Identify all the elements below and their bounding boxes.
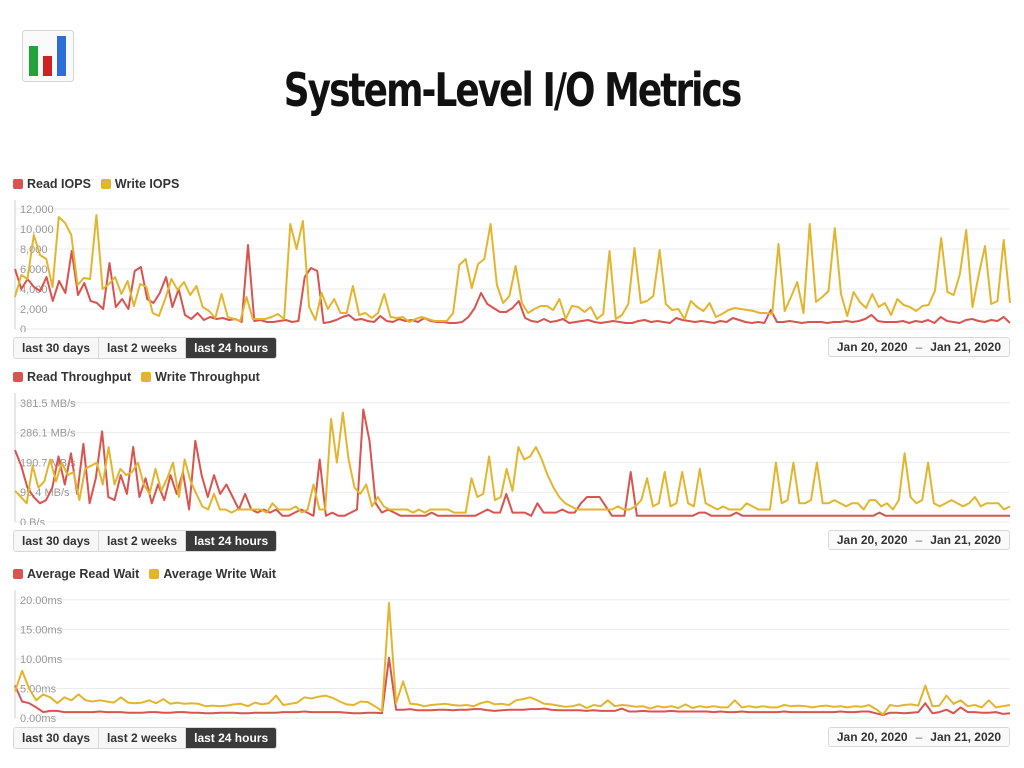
date-from[interactable]: Jan 20, 2020 [836, 340, 908, 354]
range-buttons-throughput: last 30 days last 2 weeks last 24 hours [13, 530, 278, 552]
legend-wait: Average Read Wait Average Write Wait [13, 567, 286, 581]
last-2-weeks-button[interactable]: last 2 weeks [99, 338, 187, 358]
legend-label: Write IOPS [114, 177, 180, 191]
series-line-write-iops[interactable] [14, 214, 1011, 323]
date-separator: – [915, 533, 923, 547]
legend-throughput: Read Throughput Write Throughput [13, 370, 270, 384]
y-tick-label: 20.00ms [20, 595, 63, 607]
legend-item-write-wait[interactable]: Average Write Wait [149, 567, 276, 581]
write-swatch [149, 569, 160, 579]
legend-label: Average Read Wait [27, 567, 140, 581]
range-buttons-iops: last 30 days last 2 weeks last 24 hours [13, 337, 278, 359]
y-tick-label: 4,000 [20, 284, 48, 296]
series-line-average-write-wait[interactable] [14, 601, 1011, 716]
date-range-wait[interactable]: Jan 20, 2020 – Jan 21, 2020 [827, 727, 1010, 747]
date-separator: – [915, 340, 923, 354]
read-swatch [13, 569, 23, 579]
legend-label: Average Write Wait [163, 567, 277, 581]
last-30-days-button[interactable]: last 30 days [14, 728, 100, 748]
y-tick-label: 5.00ms [20, 683, 57, 695]
y-tick-label: 6,000 [20, 264, 48, 276]
read-swatch [13, 179, 23, 189]
y-tick-label: 0.00ms [20, 713, 57, 722]
legend-item-read-iops[interactable]: Read IOPS [13, 177, 91, 191]
date-separator: – [915, 730, 923, 744]
logo-bar-green [29, 46, 38, 76]
logo-bar-red [43, 56, 52, 76]
y-tick-label: 10,000 [20, 224, 54, 236]
date-from[interactable]: Jan 20, 2020 [836, 730, 908, 744]
logo-bar-blue [57, 36, 66, 76]
legend-label: Read IOPS [27, 177, 91, 191]
legend-item-write-throughput[interactable]: Write Throughput [141, 370, 260, 384]
series-line-average-read-wait[interactable] [14, 656, 1011, 716]
read-swatch [13, 372, 23, 382]
y-tick-label: 12,000 [20, 204, 54, 216]
y-tick-label: 381.5 MB/s [20, 398, 76, 410]
date-to[interactable]: Jan 21, 2020 [930, 730, 1001, 744]
y-tick-label: 2,000 [20, 304, 48, 316]
last-24-hours-button[interactable]: last 24 hours [186, 338, 277, 358]
legend-item-write-iops[interactable]: Write IOPS [100, 177, 180, 191]
y-tick-label: 10.00ms [20, 654, 63, 666]
date-to[interactable]: Jan 21, 2020 [930, 533, 1001, 547]
last-24-hours-button[interactable]: last 24 hours [186, 728, 277, 748]
legend-item-read-throughput[interactable]: Read Throughput [13, 370, 131, 384]
last-30-days-button[interactable]: last 30 days [14, 338, 100, 358]
last-2-weeks-button[interactable]: last 2 weeks [99, 531, 187, 551]
app-logo-icon [22, 30, 74, 82]
y-tick-label: 8,000 [20, 244, 48, 256]
legend-iops: Read IOPS Write IOPS [13, 177, 189, 191]
date-from[interactable]: Jan 20, 2020 [836, 533, 908, 547]
date-range-throughput[interactable]: Jan 20, 2020 – Jan 21, 2020 [827, 530, 1010, 550]
chart-wait: 0.00ms 5.00ms 10.00ms 15.00ms 20.00ms [14, 590, 1011, 722]
legend-item-read-wait[interactable]: Average Read Wait [13, 567, 139, 581]
page-title: System-Level I/O Metrics [283, 63, 742, 117]
last-2-weeks-button[interactable]: last 2 weeks [99, 728, 187, 748]
write-swatch [100, 179, 111, 189]
date-to[interactable]: Jan 21, 2020 [930, 340, 1001, 354]
legend-label: Write Throughput [155, 370, 260, 384]
series-line-read-iops[interactable] [14, 244, 1011, 324]
last-24-hours-button[interactable]: last 24 hours [186, 531, 277, 551]
write-swatch [141, 372, 152, 382]
series-line-write-throughput[interactable] [14, 411, 1011, 514]
chart-iops: 0 2,000 4,000 6,000 8,000 10,000 12,000 [14, 200, 1011, 332]
y-tick-label: 0 B/s [20, 517, 46, 525]
legend-label: Read Throughput [27, 370, 132, 384]
y-tick-label: 15.00ms [20, 624, 63, 636]
date-range-iops[interactable]: Jan 20, 2020 – Jan 21, 2020 [827, 337, 1010, 357]
last-30-days-button[interactable]: last 30 days [14, 531, 100, 551]
y-tick-label: 0 [20, 324, 26, 332]
range-buttons-wait: last 30 days last 2 weeks last 24 hours [13, 727, 278, 749]
y-tick-label: 286.1 MB/s [20, 428, 76, 440]
